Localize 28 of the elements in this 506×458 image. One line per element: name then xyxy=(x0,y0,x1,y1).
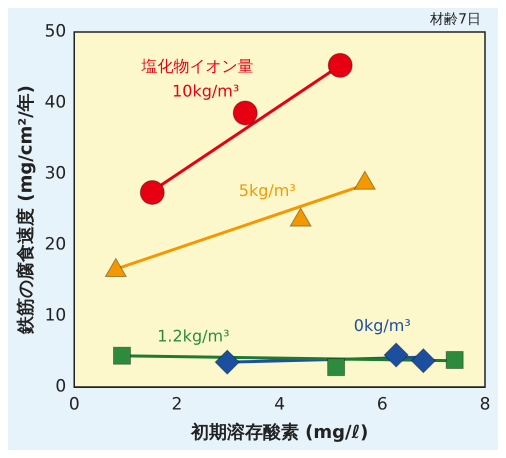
point xyxy=(113,346,131,365)
point xyxy=(410,348,436,374)
point xyxy=(140,180,165,205)
series-label: 1.2kg/m³ xyxy=(157,326,230,346)
y-axis-title: 鉄筋の腐食速度 (mg/cm²/年) xyxy=(15,85,36,335)
y-tick-label: 10 xyxy=(44,305,66,326)
text: 材齢7日 xyxy=(429,12,481,28)
point xyxy=(384,342,409,368)
y-tick-label: 40 xyxy=(44,92,66,112)
series-label: 0kg/m³ xyxy=(354,316,411,335)
y-tick-label: 50 xyxy=(44,21,66,42)
annotation: 塩化物イオン量 xyxy=(140,56,254,76)
y-tick-label: 20 xyxy=(44,234,66,254)
x-tick-label: 8 xyxy=(480,394,490,415)
x-tick-label: 0 xyxy=(68,394,80,415)
point xyxy=(214,350,240,375)
x-tick-label: 6 xyxy=(376,394,388,415)
series-label: 10kg/m³ xyxy=(172,82,240,101)
x-tick-label: 2 xyxy=(172,394,182,415)
point xyxy=(232,100,258,126)
x-tick-label: 4 xyxy=(274,394,286,415)
y-tick-label: 30 xyxy=(44,163,66,184)
y-tick-label: 0 xyxy=(55,376,66,396)
x-axis-title: 初期溶存酸素 (mg/ℓ) xyxy=(190,422,368,443)
point xyxy=(327,358,346,376)
point xyxy=(446,351,464,370)
point xyxy=(328,52,353,78)
series-label: 5kg/m³ xyxy=(238,180,296,200)
